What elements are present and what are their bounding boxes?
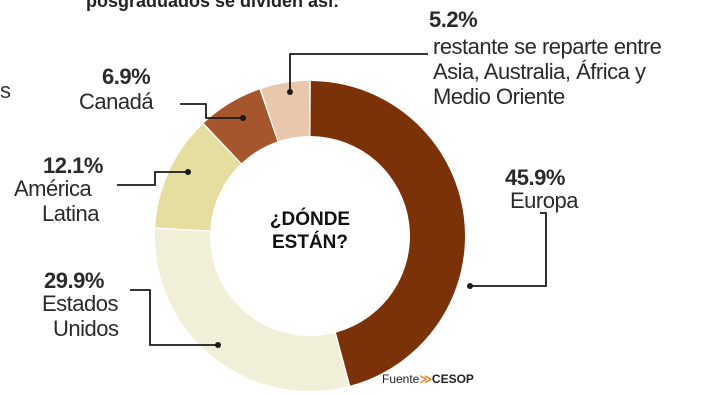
slice-resto — [261, 81, 310, 142]
leader-line-america-latina — [117, 171, 188, 186]
slice-label-america-latina-line2: Latina — [42, 201, 99, 226]
slice-label-estados-unidos-line2: Unidos — [53, 316, 119, 341]
source-name: CESOP — [431, 372, 474, 386]
slice-america-latina — [155, 124, 241, 231]
leader-line-canada — [180, 103, 243, 119]
slice-percent-europa: 45.9% — [505, 165, 565, 190]
center-label-line2: ESTÁN? — [272, 232, 348, 253]
cropped-text-fragment: s — [0, 78, 11, 103]
leader-dot-america-latina — [185, 169, 191, 175]
slice-label-europa: Europa — [510, 188, 578, 213]
leader-line-resto — [289, 53, 428, 92]
leader-dot-estados-unidos — [215, 342, 221, 348]
slice-percent-canada: 6.9% — [102, 64, 151, 89]
leader-line-estados-unidos — [130, 289, 218, 346]
slice-canada — [203, 89, 278, 164]
slice-percent-america-latina: 12.1% — [43, 153, 103, 178]
leader-line-europa — [470, 212, 547, 287]
slice-percent-resto: 5.2% — [429, 7, 478, 32]
leader-dot-canada — [240, 115, 246, 121]
center-label-line1: ¿DÓNDE — [269, 209, 351, 230]
slice-europa — [310, 81, 466, 386]
slice-label-america-latina-line1: América — [14, 176, 92, 201]
source-arrow-icon: ≫ — [419, 372, 432, 386]
source-prefix: Fuente — [382, 372, 420, 386]
slice-label-resto-line1: restante se reparte entre — [433, 34, 662, 59]
slice-percent-estados-unidos: 29.9% — [44, 268, 104, 293]
leader-dot-resto — [287, 89, 293, 95]
slice-label-resto-line3: Medio Oriente — [433, 84, 565, 109]
slice-label-canada: Canadá — [79, 89, 154, 114]
slice-label-estados-unidos-line1: Estados — [42, 291, 119, 316]
slice-label-resto-line2: Asia, Australia, África y — [433, 59, 646, 84]
slice-estados-unidos — [154, 229, 349, 391]
source-credit: Fuente≫CESOP — [382, 372, 474, 386]
leader-dot-europa — [467, 283, 473, 289]
title-fragment: posgraduados se dividen así: — [86, 0, 340, 11]
chart-center-label: ¿DÓNDE ESTÁN? — [240, 208, 380, 254]
